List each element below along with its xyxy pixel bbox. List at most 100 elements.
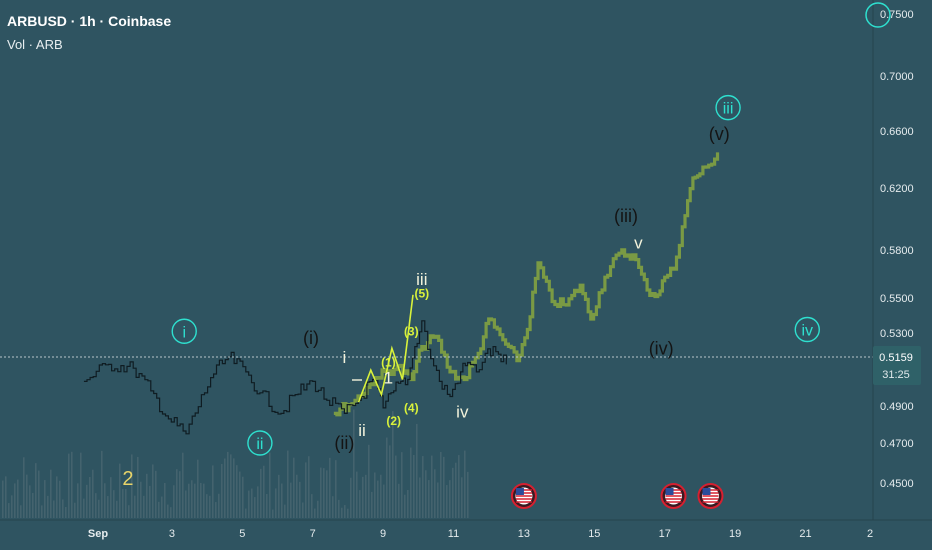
wave-label: (5) — [415, 287, 430, 301]
wave-label: ii — [256, 436, 263, 453]
wave-label: (iv) — [649, 338, 674, 358]
y-tick-label: 0.7000 — [880, 71, 914, 83]
volume-bar — [410, 447, 412, 518]
wave-label: (4) — [404, 401, 419, 415]
volume-bar — [44, 480, 46, 518]
volume-bar — [173, 485, 175, 518]
volume-bar — [326, 470, 328, 518]
y-tick-label: 0.7500 — [880, 9, 914, 21]
us-flag-icon[interactable] — [510, 483, 537, 509]
us-flag-icon[interactable] — [697, 483, 724, 509]
volume-bar — [245, 508, 247, 518]
wave-label: i — [182, 324, 186, 341]
volume-bar — [308, 456, 310, 518]
volume-bar — [317, 500, 319, 518]
volume-bar — [23, 457, 25, 518]
volume-bar — [263, 465, 265, 518]
x-tick-label: 17 — [659, 528, 671, 540]
volume-bar — [209, 495, 211, 518]
x-tick-label: 21 — [799, 528, 811, 540]
volume-bar — [419, 477, 421, 518]
volume-bar — [449, 480, 451, 518]
volume-bar — [290, 482, 292, 518]
volume-bar — [32, 492, 34, 518]
volume-bar — [458, 455, 460, 518]
event-badges[interactable] — [510, 483, 724, 509]
x-tick-label: 5 — [239, 528, 245, 540]
volume-bar — [143, 495, 145, 518]
x-tick-label: Sep — [88, 528, 108, 540]
volume-bar — [182, 452, 184, 518]
volume-bar — [170, 507, 172, 518]
volume-bar — [218, 493, 220, 518]
volume-bar — [185, 490, 187, 518]
volume-bar — [122, 488, 124, 518]
wave-label: (1) — [381, 356, 396, 370]
volume-bar — [275, 488, 277, 518]
volume-bar — [149, 485, 151, 518]
wave-label: iv — [801, 323, 813, 340]
volume-bar — [446, 485, 448, 518]
volume-bar — [200, 482, 202, 518]
volume-bar — [266, 493, 268, 518]
volume-bar — [407, 489, 409, 518]
volume-bar — [227, 451, 229, 518]
y-tick-label: 0.5500 — [880, 293, 914, 305]
volume-bar — [56, 476, 58, 518]
volume-bar — [260, 468, 262, 518]
volume-bar — [224, 458, 226, 518]
current-price-value: 0.5159 — [879, 352, 913, 364]
x-tick-label: 2 — [867, 528, 873, 540]
wave-label: (i) — [303, 328, 319, 348]
volume-bar — [332, 496, 334, 518]
wave-label: (3) — [404, 325, 419, 339]
volume-bar — [440, 451, 442, 518]
volume-bar — [281, 483, 283, 518]
volume-bar — [68, 453, 70, 518]
volume-bar — [95, 493, 97, 518]
volume-bar — [20, 505, 22, 518]
volume-bar — [59, 480, 61, 518]
x-tick-label: 11 — [448, 528, 459, 540]
volume-indicator-label[interactable]: Vol · ARB — [7, 37, 63, 52]
volume-bar — [401, 452, 403, 518]
volume-bar — [38, 470, 40, 518]
volume-bar — [8, 503, 10, 518]
us-flag-icon[interactable] — [660, 483, 687, 509]
volume-bar — [77, 483, 79, 518]
volume-bar — [389, 445, 391, 518]
volume-bar — [353, 409, 355, 518]
volume-bar — [161, 496, 163, 518]
volume-bar — [287, 450, 289, 518]
y-tick-label: 0.4900 — [880, 401, 914, 413]
volume-bar — [71, 451, 73, 518]
volume-bar — [215, 502, 217, 518]
volume-bar — [314, 508, 316, 518]
volume-bar — [299, 481, 301, 518]
current-price-badge: 0.5159 31:25 — [873, 346, 921, 385]
axis-corner-circle[interactable] — [865, 2, 891, 28]
volume-bar — [257, 486, 259, 518]
volume-bar — [380, 474, 382, 518]
volume-bar — [17, 479, 19, 518]
volume-bar — [443, 456, 445, 518]
volume-bar — [92, 469, 94, 518]
volume-bar — [335, 460, 337, 518]
price-axis[interactable] — [873, 0, 932, 550]
volume-bar — [464, 450, 466, 518]
volume-bar — [377, 480, 379, 518]
wave-label: 1 — [384, 369, 393, 388]
wave-label: (ii) — [334, 433, 354, 453]
wave-label: iii — [723, 101, 734, 118]
x-tick-label: 9 — [380, 528, 386, 540]
symbol-title[interactable]: ARBUSD · 1h · Coinbase — [7, 13, 171, 29]
volume-bar — [398, 483, 400, 518]
x-axis-ticks[interactable]: Sep 3 5 7 9 11 13 15 17 19 21 2 — [88, 528, 873, 540]
volume-bar — [239, 471, 241, 518]
wave-label: (2) — [386, 414, 401, 428]
volume-bar — [278, 474, 280, 518]
y-tick-label: 0.4500 — [880, 478, 914, 490]
volume-bar — [110, 477, 112, 518]
volume-bar — [188, 483, 190, 518]
